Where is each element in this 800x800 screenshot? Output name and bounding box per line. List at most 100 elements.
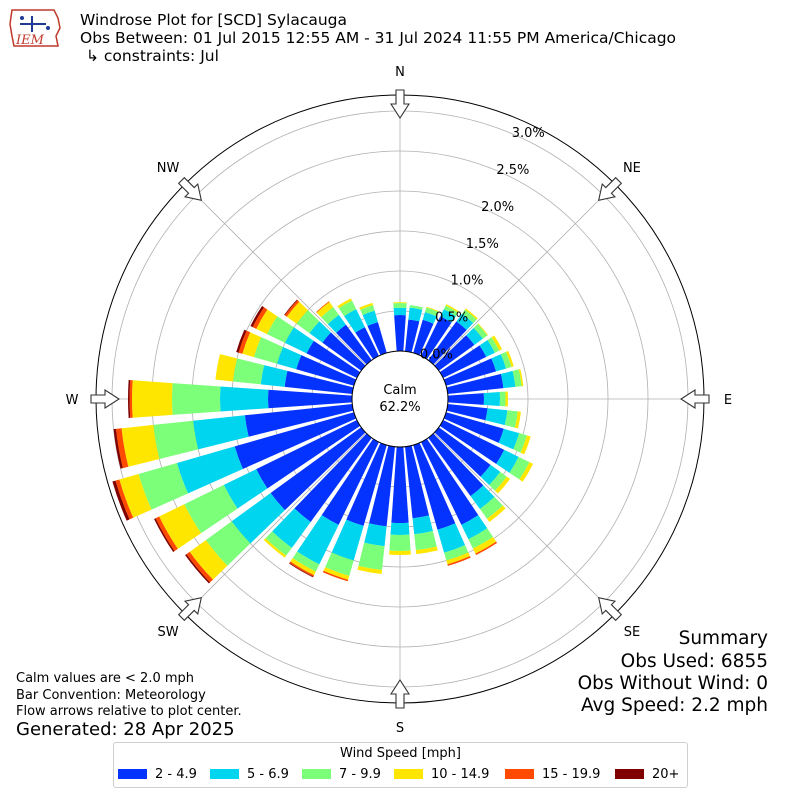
flow-arrow-shape (177, 176, 203, 202)
radial-tick-label: 2.0% (481, 200, 514, 215)
flow-arrow (389, 89, 411, 120)
bar-segment (367, 322, 387, 356)
flow-arrow-shape (389, 678, 411, 709)
calm-note: Calm values are < 2.0 mph (16, 671, 195, 686)
direction-bar (357, 445, 395, 575)
bar-segment (439, 420, 505, 464)
bar-segment (362, 310, 378, 326)
bar-segment (413, 442, 456, 530)
legend-label: 10 - 14.9 (431, 767, 490, 782)
bar-segment (358, 542, 385, 571)
flow-arrow-shape (389, 89, 411, 120)
bar-segment (393, 307, 407, 316)
legend-label: 20+ (652, 767, 680, 782)
bar-segment (466, 327, 483, 345)
bar-segment (393, 303, 407, 309)
direction-bar (413, 306, 440, 356)
grid-spoke (184, 432, 367, 615)
bar-segment (276, 346, 302, 370)
bar-segment (499, 391, 506, 407)
direction-bar (263, 433, 372, 558)
radial-tick-label: 2.5% (496, 163, 529, 178)
bar-segment (327, 314, 346, 333)
bar-segment (138, 462, 189, 510)
avg-speed: Avg Speed: 2.2 mph (580, 695, 768, 716)
direction-bar (421, 304, 460, 360)
bar-segment (514, 411, 521, 429)
bar-segment (331, 519, 364, 561)
bar-segment (193, 415, 249, 450)
flow-arrows-note: Flow arrows relative to plot center. (16, 704, 242, 719)
bar-segment (518, 369, 524, 387)
radial-tick-label: 1.5% (466, 237, 499, 252)
obs-used: Obs Used: 6855 (620, 651, 768, 672)
grid-spoke (184, 183, 367, 366)
direction-bar (393, 302, 407, 352)
bar-segment (115, 428, 129, 469)
bar-segment (519, 462, 534, 482)
bar-segment (336, 324, 372, 365)
bar-segment (440, 309, 456, 323)
bar-segment (321, 438, 379, 525)
direction-bar (284, 299, 366, 371)
radial-tick-label: 0.0% (420, 348, 453, 363)
bar-segment (513, 433, 527, 453)
bar-segment (520, 435, 531, 455)
bar-segment (444, 545, 469, 561)
cardinal-label: N (395, 65, 405, 80)
bar-segment (121, 424, 160, 467)
bar-segment (266, 316, 294, 343)
bar-segment (236, 329, 247, 353)
bar-segment (131, 380, 173, 418)
bar-convention-note: Bar Convention: Meteorology (16, 688, 206, 703)
bar-segment (115, 479, 134, 520)
bar-segment (286, 301, 308, 324)
obs-range: Obs Between: 01 Jul 2015 12:55 AM - 31 J… (80, 29, 677, 47)
bar-segment (422, 312, 437, 324)
bar-segment (128, 380, 131, 418)
direction-bar (405, 305, 423, 353)
bar-segment (321, 307, 339, 325)
cardinal-label: S (396, 721, 404, 736)
direction-bar (405, 445, 438, 555)
bar-segment (472, 536, 497, 554)
bar-segment (479, 339, 495, 357)
direction-bar (112, 412, 357, 521)
bar-segment (461, 515, 488, 540)
cardinal-label: NE (623, 161, 641, 176)
bar-segment (263, 538, 287, 558)
cardinal-label: SW (158, 625, 179, 640)
bar-segment (252, 307, 268, 329)
legend-item: 20+ (615, 767, 679, 782)
legend-swatch (615, 769, 644, 779)
legend-swatch (302, 769, 331, 779)
bar-segment (289, 562, 314, 578)
bar-segment (491, 335, 503, 351)
flow-arrow-shape (90, 388, 121, 410)
direction-bar (236, 329, 357, 386)
bar-segment (284, 300, 300, 317)
bar-segment (338, 300, 357, 317)
bar-segment (464, 308, 478, 320)
bar-segment (186, 551, 213, 583)
legend-title: Wind Speed [mph] (340, 746, 461, 761)
bar-segment (480, 464, 501, 486)
bar-segment (439, 345, 487, 378)
obs-without-wind: Obs Without Wind: 0 (577, 673, 768, 694)
legend-item: 2 - 4.9 (118, 767, 197, 782)
legend-label: 7 - 9.9 (339, 767, 381, 782)
bar-segment (447, 556, 471, 566)
bar-segment (346, 442, 387, 526)
direction-bar (389, 446, 411, 555)
bar-segment (405, 445, 430, 519)
bar-segment (364, 523, 387, 547)
bar-segment (437, 523, 466, 553)
bar-segment (421, 438, 479, 525)
bar-segment (456, 313, 474, 330)
bar-segment (470, 485, 495, 510)
radial-tick-label: 0.5% (435, 311, 468, 326)
bar-segment (296, 355, 357, 386)
bar-segment (360, 305, 375, 315)
bar-segment (413, 319, 434, 356)
